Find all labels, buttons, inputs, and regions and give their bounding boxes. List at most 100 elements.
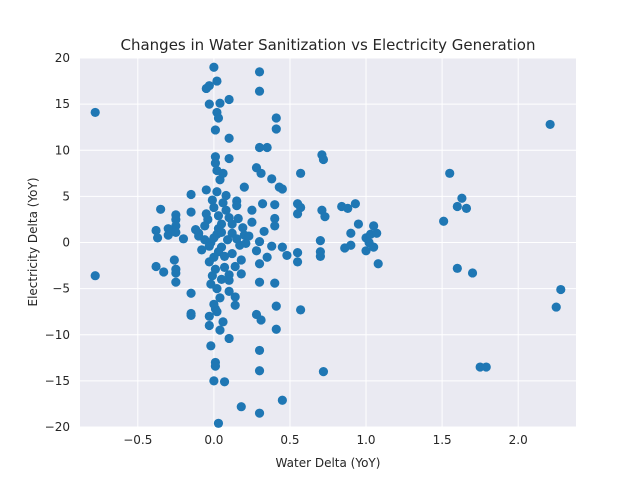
data-point — [232, 201, 242, 211]
data-point — [186, 207, 196, 217]
data-point — [224, 153, 234, 164]
data-point — [219, 262, 230, 273]
data-point — [201, 185, 211, 195]
data-point — [215, 293, 225, 303]
data-point — [545, 119, 555, 130]
data-point — [372, 228, 382, 238]
y-tick-label: 10 — [55, 143, 70, 157]
data-point — [186, 189, 196, 200]
data-point — [212, 284, 222, 294]
x-tick-label: 0.0 — [204, 433, 223, 447]
data-point — [254, 142, 265, 153]
data-point — [201, 209, 211, 219]
data-point — [197, 245, 207, 255]
data-point — [353, 219, 364, 229]
data-point — [210, 152, 221, 162]
data-point — [452, 263, 462, 273]
data-point — [315, 236, 325, 246]
data-point — [267, 174, 277, 184]
data-point — [315, 251, 325, 261]
data-point — [481, 362, 491, 372]
data-point — [186, 310, 196, 320]
data-point — [373, 259, 383, 269]
y-tick-label: 0 — [62, 236, 70, 250]
data-point — [254, 259, 265, 269]
data-point — [267, 241, 277, 251]
data-point — [254, 366, 265, 376]
data-point — [209, 202, 219, 213]
data-point — [171, 227, 181, 237]
data-point — [209, 376, 219, 386]
data-point — [210, 361, 221, 371]
data-point — [257, 199, 268, 209]
data-point — [244, 231, 254, 241]
data-point — [282, 250, 292, 261]
data-point — [346, 228, 356, 238]
data-point — [204, 81, 214, 91]
data-point — [171, 214, 181, 225]
x-axis-label: Water Delta (YoY) — [276, 456, 381, 470]
x-tick-label: 1.5 — [433, 433, 452, 447]
y-tick-label: −10 — [45, 328, 70, 342]
data-point — [254, 345, 265, 356]
data-point — [224, 133, 234, 143]
data-point — [210, 125, 221, 135]
data-point — [271, 301, 281, 311]
y-tick-label: 5 — [62, 189, 70, 203]
data-point — [292, 248, 303, 258]
data-point — [212, 307, 222, 317]
data-point — [218, 198, 228, 208]
data-point — [251, 246, 262, 256]
data-point — [227, 248, 237, 259]
data-point — [213, 211, 224, 221]
data-point — [171, 221, 181, 231]
data-point — [320, 212, 330, 222]
data-point — [254, 236, 265, 247]
data-point — [204, 241, 214, 251]
data-point — [222, 235, 233, 245]
data-point — [457, 193, 467, 203]
grid-lines — [80, 57, 576, 428]
data-point — [156, 204, 166, 214]
data-point — [350, 199, 360, 209]
data-point — [221, 205, 231, 215]
data-point — [256, 168, 266, 178]
data-point — [259, 226, 269, 237]
data-point — [262, 142, 272, 153]
data-point — [224, 94, 234, 105]
data-point — [159, 267, 169, 277]
data-point — [213, 113, 224, 123]
data-point — [219, 377, 230, 387]
data-point — [224, 286, 234, 296]
data-point — [178, 234, 189, 244]
data-point — [467, 268, 478, 278]
data-point — [227, 219, 237, 229]
data-point — [271, 124, 281, 134]
data-point — [215, 98, 225, 108]
data-point — [361, 246, 371, 256]
data-point — [207, 195, 217, 205]
data-point — [296, 168, 306, 178]
data-point — [221, 190, 231, 201]
data-point — [216, 227, 227, 237]
data-point — [169, 255, 179, 265]
data-point — [452, 201, 462, 212]
data-point — [213, 418, 224, 428]
data-point — [262, 252, 272, 262]
data-point — [292, 257, 303, 267]
data-point — [206, 341, 216, 351]
x-tick-labels: −0.5 0.0 0.5 1.0 1.5 2.0 — [123, 433, 527, 447]
x-tick-label: 1.0 — [356, 433, 375, 447]
y-tick-label: 15 — [55, 97, 70, 111]
y-tick-label: −15 — [45, 374, 70, 388]
data-point — [152, 233, 163, 243]
data-point — [236, 402, 246, 412]
data-point — [254, 277, 265, 287]
data-point — [191, 224, 201, 235]
data-point — [230, 300, 240, 310]
data-point — [207, 271, 217, 281]
data-point — [230, 292, 240, 302]
data-point — [346, 240, 356, 250]
data-point — [277, 184, 287, 194]
